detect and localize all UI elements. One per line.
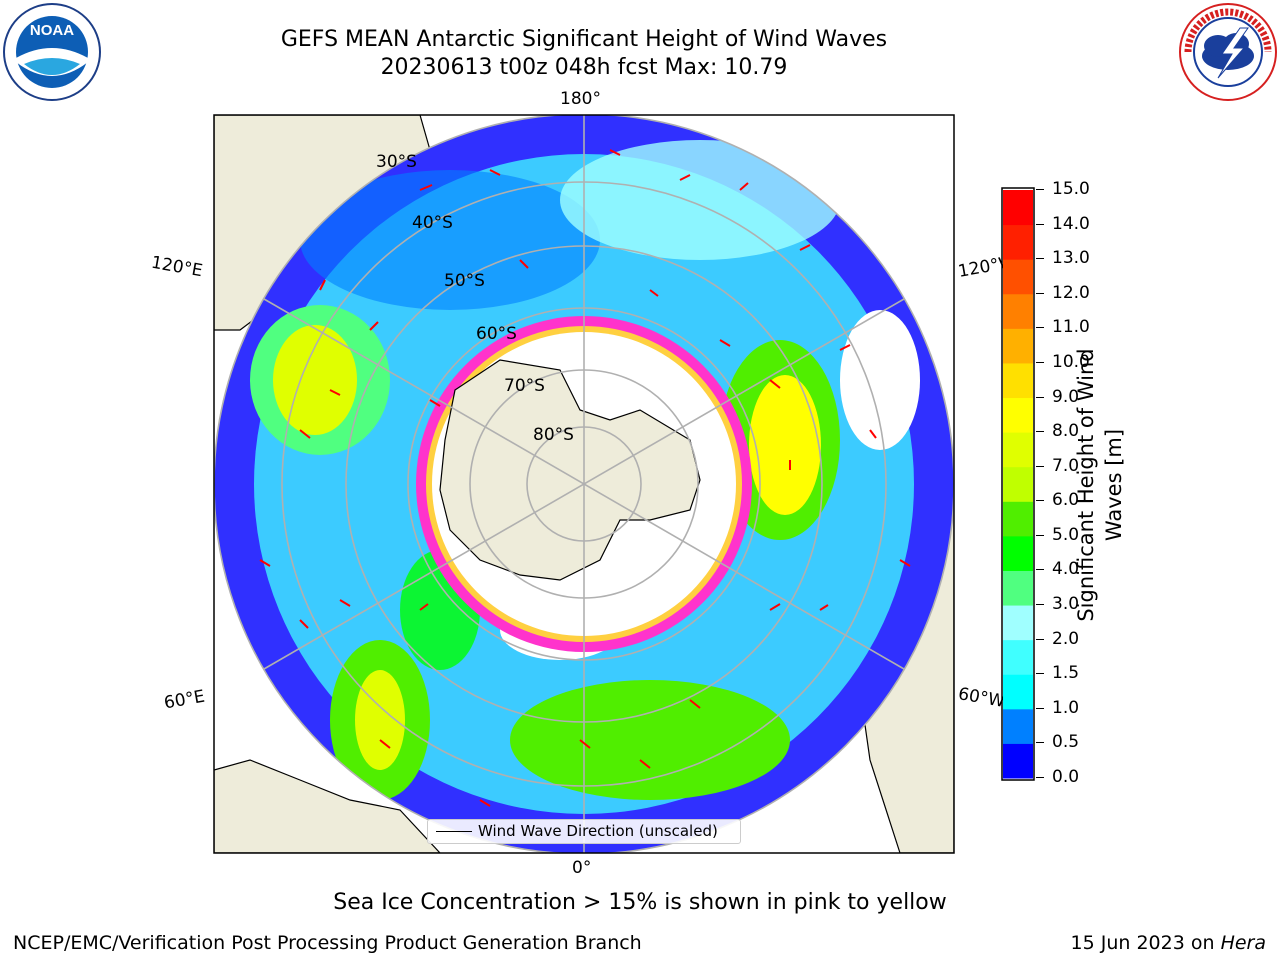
colorbar-tick-mark bbox=[1036, 777, 1044, 778]
map-frame bbox=[213, 114, 955, 854]
colorbar-tick-mark bbox=[1036, 258, 1044, 260]
footer-right: 15 Jun 2023 on Hera bbox=[1071, 932, 1267, 954]
colorbar-tick-mark bbox=[1036, 431, 1044, 433]
colorbar-tick-mark bbox=[1036, 465, 1044, 467]
colorbar-segment bbox=[1003, 259, 1033, 295]
colorbar-tick-label: 6.0 bbox=[1052, 490, 1080, 511]
colorbar-tick-mark bbox=[1036, 223, 1044, 225]
colorbar-segment bbox=[1003, 293, 1033, 329]
colorbar-segment bbox=[1003, 328, 1033, 364]
colorbar-segment bbox=[1003, 570, 1033, 606]
colorbar-segment bbox=[1003, 466, 1033, 502]
colorbar-tick-label: 5.0 bbox=[1052, 524, 1080, 545]
colorbar-tick-label: 0.0 bbox=[1052, 767, 1080, 787]
colorbar-tick-label: 7.0 bbox=[1052, 455, 1080, 476]
colorbar-label-line1: Significant Height of Wind bbox=[1074, 348, 1098, 622]
colorbar-tick-mark bbox=[1036, 673, 1044, 675]
graticule bbox=[214, 115, 954, 853]
africa-land bbox=[214, 759, 441, 853]
lat-label-60s: 60°S bbox=[476, 324, 517, 344]
colorbar-tick-mark bbox=[1036, 292, 1044, 294]
noaa-text: NOAA bbox=[30, 22, 74, 39]
colorbar-label: Significant Height of Wind Waves [m] bbox=[1072, 335, 1132, 635]
colorbar-segment bbox=[1003, 501, 1033, 537]
lat-label-30s: 30°S bbox=[376, 152, 417, 172]
colorbar-tick-label: 3.0 bbox=[1052, 594, 1080, 615]
colorbar-tick-label: 10.0 bbox=[1052, 351, 1090, 372]
map-legend: Wind Wave Direction (unscaled) bbox=[427, 819, 741, 844]
sea-ice-note: Sea Ice Concentration > 15% is shown in … bbox=[333, 890, 947, 915]
legend-line-sample bbox=[436, 831, 472, 832]
map-subtitle: 20230613 t00z 048h fcst Max: 10.79 bbox=[380, 55, 788, 80]
colorbar-segment bbox=[1003, 397, 1033, 433]
colorbar-tick-mark bbox=[1036, 707, 1044, 709]
colorbar-segment bbox=[1003, 743, 1033, 779]
legend-label: Wind Wave Direction (unscaled) bbox=[478, 822, 718, 840]
colorbar-tick-label: 15.0 bbox=[1052, 179, 1090, 199]
colorbar-tick-mark bbox=[1036, 638, 1044, 640]
antarctica-land bbox=[439, 359, 701, 581]
colorbar-segment bbox=[1003, 639, 1033, 675]
colorbar-tick-mark bbox=[1036, 500, 1044, 502]
colorbar-tick-mark bbox=[1036, 361, 1044, 363]
lat-label-50s: 50°S bbox=[444, 271, 485, 291]
colorbar-tick-label: 1.5 bbox=[1052, 663, 1080, 684]
colorbar-tick-mark bbox=[1036, 189, 1044, 190]
colorbar-segment bbox=[1003, 708, 1033, 744]
colorbar-tick-label: 0.5 bbox=[1052, 732, 1080, 753]
colorbar-segment bbox=[1003, 674, 1033, 710]
wind-wave-arrows bbox=[259, 149, 911, 807]
colorbar-segment bbox=[1003, 190, 1033, 226]
colorbar-tick-label: 13.0 bbox=[1052, 248, 1090, 269]
colorbar-label-line2: Waves [m] bbox=[1102, 428, 1126, 542]
colorbar-tick-mark bbox=[1036, 742, 1044, 744]
colorbar-segment bbox=[1003, 362, 1033, 399]
colorbar-tick-label: 11.0 bbox=[1052, 317, 1090, 338]
colorbar-tick-label: 2.0 bbox=[1052, 628, 1080, 649]
colorbar-tick-label: 8.0 bbox=[1052, 421, 1080, 442]
map-title: GEFS MEAN Antarctic Significant Height o… bbox=[280, 27, 888, 52]
colorbar-segment bbox=[1003, 432, 1033, 468]
footer-system: Hera bbox=[1220, 932, 1266, 954]
lat-label-40s: 40°S bbox=[412, 213, 453, 233]
colorbar-tick-label: 9.0 bbox=[1052, 386, 1080, 407]
national-weather-service-logo bbox=[1179, 3, 1277, 101]
colorbar-tick-mark bbox=[1036, 396, 1044, 398]
colorbar-tick-mark bbox=[1036, 327, 1044, 329]
colorbar-tick-label: 1.0 bbox=[1052, 697, 1080, 718]
colorbar-tick-mark bbox=[1036, 534, 1044, 536]
colorbar-tick-label: 4.0 bbox=[1052, 559, 1080, 580]
lat-label-70s: 70°S bbox=[504, 376, 545, 396]
colorbar-tick-mark bbox=[1036, 569, 1044, 571]
colorbar-tick-mark bbox=[1036, 604, 1044, 606]
colorbar-segment bbox=[1003, 605, 1033, 641]
colorbar bbox=[1001, 187, 1035, 781]
colorbar-tick-label: 12.0 bbox=[1052, 282, 1090, 303]
noaa-logo: NOAA bbox=[3, 3, 101, 101]
footer-date: 15 Jun 2023 on bbox=[1070, 932, 1215, 954]
lon-label-180: 180° bbox=[560, 89, 601, 109]
colorbar-tick-label: 14.0 bbox=[1052, 213, 1090, 234]
colorbar-segment bbox=[1003, 535, 1033, 571]
lat-label-80s: 80°S bbox=[533, 425, 574, 445]
footer-left: NCEP/EMC/Verification Post Processing Pr… bbox=[13, 932, 642, 954]
lon-label-0: 0° bbox=[572, 858, 592, 878]
colorbar-segment bbox=[1003, 224, 1033, 260]
